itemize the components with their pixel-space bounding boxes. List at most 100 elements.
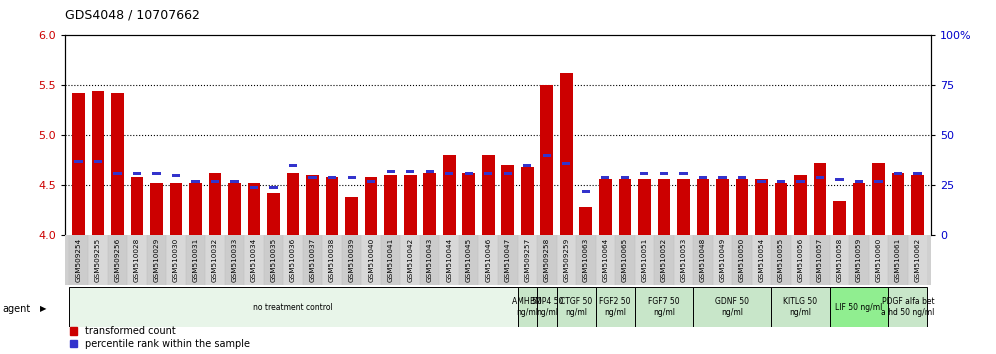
Bar [150, 183, 162, 235]
Bar [699, 176, 707, 179]
Text: LIF 50 ng/ml: LIF 50 ng/ml [836, 303, 882, 312]
Bar [596, 287, 634, 327]
Text: GSM509254: GSM509254 [76, 238, 82, 282]
Text: GSM510038: GSM510038 [329, 238, 335, 282]
Bar [791, 235, 811, 285]
Text: GSM510062: GSM510062 [914, 238, 920, 282]
Bar [913, 172, 921, 176]
Bar [872, 164, 884, 235]
Bar [602, 176, 610, 179]
Bar [386, 170, 394, 173]
Bar [306, 176, 319, 235]
Bar [616, 235, 634, 285]
Text: GSM510041: GSM510041 [387, 238, 393, 282]
Bar [244, 235, 264, 285]
Bar [92, 91, 105, 235]
Bar [270, 186, 278, 189]
Bar [557, 287, 596, 327]
Text: GSM510045: GSM510045 [466, 238, 472, 282]
Bar [250, 186, 258, 189]
Bar [69, 235, 89, 285]
Bar [108, 235, 127, 285]
Bar [406, 170, 414, 173]
Bar [462, 173, 475, 235]
Bar [543, 154, 551, 158]
Text: GSM510063: GSM510063 [583, 238, 589, 282]
Bar [443, 155, 455, 235]
Bar [853, 183, 866, 235]
Bar [484, 172, 492, 176]
Bar [797, 180, 805, 183]
Bar [420, 235, 439, 285]
Bar [287, 173, 300, 235]
Text: GDNF 50
ng/ml: GDNF 50 ng/ml [715, 297, 749, 317]
Bar [185, 235, 205, 285]
Bar [523, 164, 532, 167]
Bar [501, 165, 514, 235]
Text: GSM510030: GSM510030 [173, 238, 179, 282]
Bar [757, 180, 766, 183]
Text: GSM510061: GSM510061 [895, 238, 901, 282]
Bar [89, 235, 108, 285]
Bar [384, 176, 397, 235]
Text: GSM510031: GSM510031 [192, 238, 198, 282]
Text: GSM510037: GSM510037 [310, 238, 316, 282]
Bar [619, 179, 631, 235]
Bar [94, 160, 102, 164]
Bar [69, 287, 518, 327]
Bar [634, 235, 654, 285]
Text: GSM510059: GSM510059 [856, 238, 863, 282]
Text: GDS4048 / 10707662: GDS4048 / 10707662 [65, 9, 199, 22]
Bar [696, 179, 709, 235]
Bar [264, 235, 283, 285]
Bar [152, 172, 160, 176]
Bar [518, 235, 537, 285]
Bar [303, 235, 323, 285]
Bar [228, 183, 241, 235]
Text: GSM510055: GSM510055 [778, 238, 784, 282]
Bar [911, 176, 924, 235]
Text: GSM510060: GSM510060 [875, 238, 881, 282]
Text: GSM510054: GSM510054 [759, 238, 765, 282]
Text: GSM510047: GSM510047 [505, 238, 511, 282]
Text: AMH 50
ng/ml: AMH 50 ng/ml [512, 297, 542, 317]
Bar [560, 73, 573, 235]
Bar [459, 235, 478, 285]
Bar [834, 201, 846, 235]
Bar [498, 235, 518, 285]
Bar [677, 179, 690, 235]
Bar [205, 235, 225, 285]
Bar [576, 235, 596, 285]
Bar [166, 235, 185, 285]
Bar [225, 235, 244, 285]
Bar [478, 235, 498, 285]
Bar [191, 180, 199, 183]
Text: GSM510064: GSM510064 [603, 238, 609, 282]
Bar [850, 235, 869, 285]
Bar [211, 180, 219, 183]
Bar [403, 176, 416, 235]
Text: GSM510044: GSM510044 [446, 238, 452, 282]
Bar [654, 235, 673, 285]
Text: GSM510032: GSM510032 [212, 238, 218, 282]
Bar [130, 177, 143, 235]
Bar [830, 287, 888, 327]
Bar [693, 287, 771, 327]
Text: GSM510050: GSM510050 [739, 238, 745, 282]
Bar [775, 183, 787, 235]
Bar [736, 179, 748, 235]
Bar [830, 235, 850, 285]
Bar [657, 179, 670, 235]
Bar [400, 235, 420, 285]
Bar [362, 235, 380, 285]
Bar [888, 235, 907, 285]
Bar [814, 164, 827, 235]
Text: GSM510036: GSM510036 [290, 238, 296, 282]
Bar [732, 235, 752, 285]
Bar [380, 235, 400, 285]
Text: GSM510034: GSM510034 [251, 238, 257, 282]
Text: GSM510057: GSM510057 [817, 238, 823, 282]
Bar [659, 172, 668, 176]
Text: GSM509256: GSM509256 [115, 238, 121, 282]
Bar [326, 177, 339, 235]
